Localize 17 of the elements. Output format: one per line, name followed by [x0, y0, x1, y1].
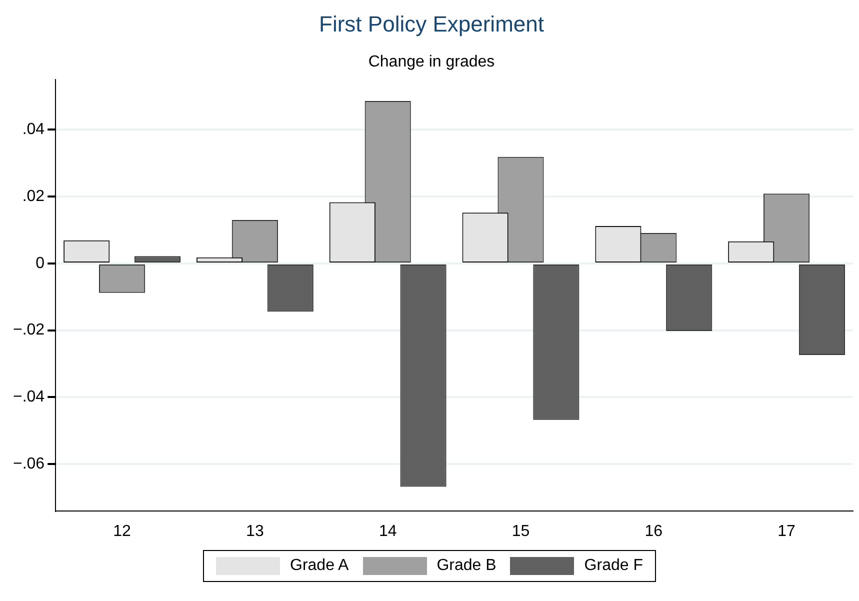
y-tick-label: 0 [36, 254, 45, 272]
legend-label: Grade B [436, 557, 496, 575]
legend-label: Grade F [584, 557, 643, 575]
x-tick-label: 17 [778, 522, 796, 540]
x-tick-label: 15 [512, 522, 530, 540]
x-tick-label: 16 [644, 522, 663, 540]
y-tick-label: .02 [22, 188, 45, 205]
y-tick-label: −.06 [12, 455, 45, 472]
x-tick-label: 13 [246, 522, 264, 540]
legend-label: Grade A [290, 557, 349, 575]
x-tick-label: 14 [378, 522, 397, 540]
chart-title: First Policy Experiment [319, 11, 544, 36]
y-tick-label: −.02 [12, 322, 45, 339]
y-tick-label: .04 [22, 121, 45, 138]
x-tick-label: 12 [113, 522, 132, 540]
chart-subtitle: Change in grades [368, 53, 495, 70]
y-tick-label: −.04 [12, 388, 45, 406]
